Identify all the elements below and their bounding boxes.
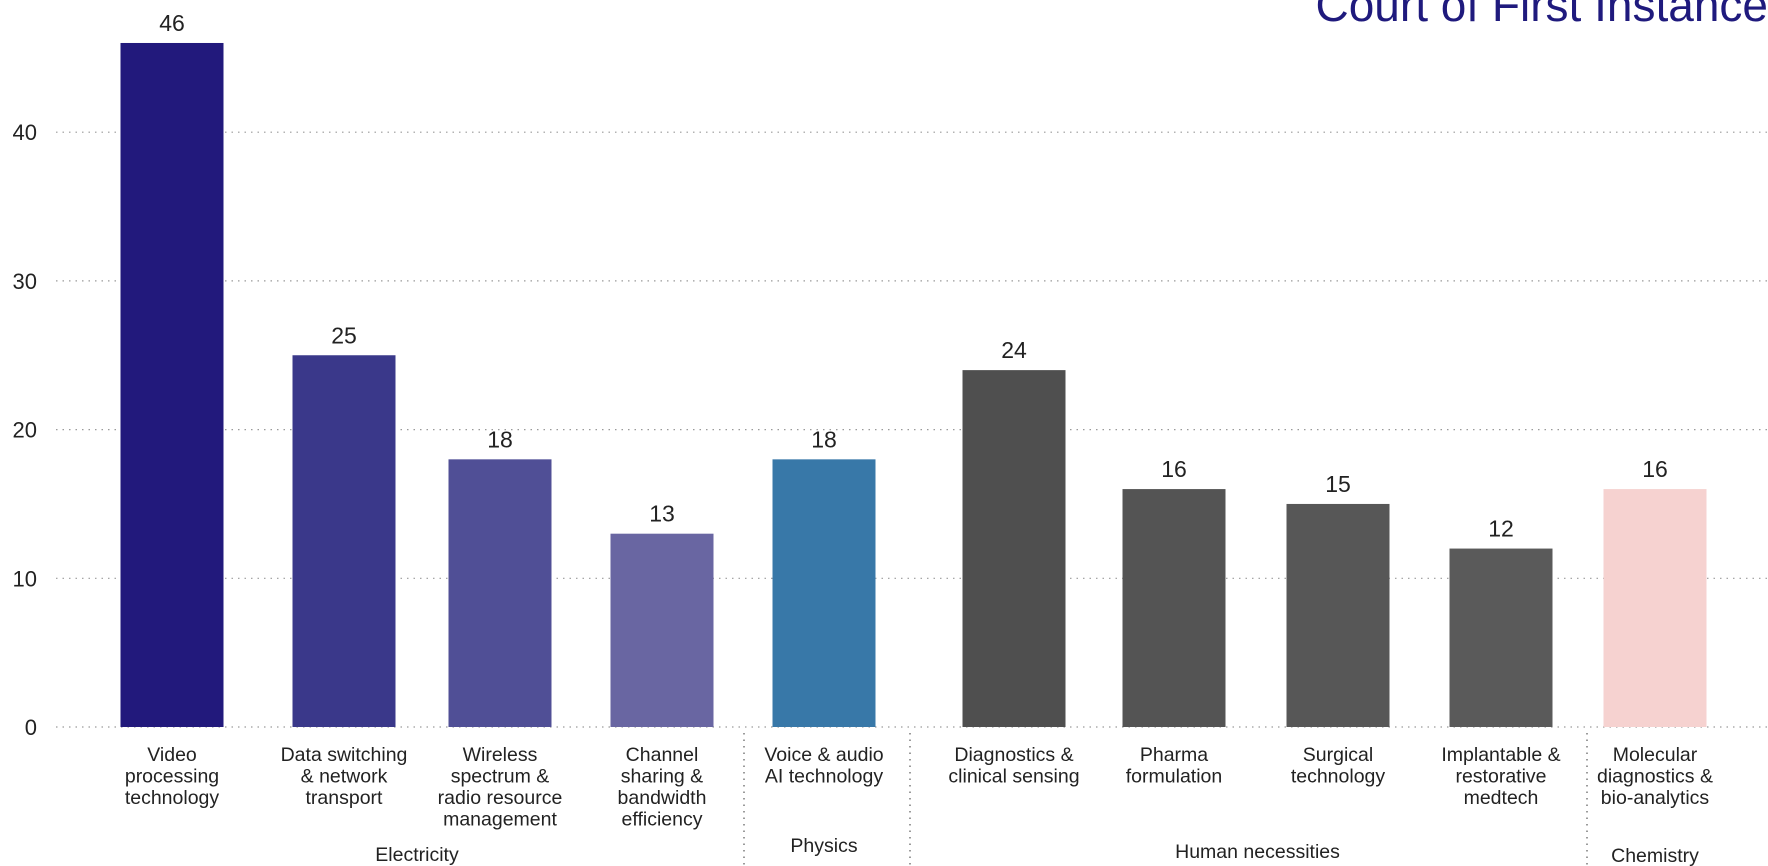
y-tick-label: 30 xyxy=(13,269,37,294)
bar xyxy=(772,459,876,727)
bar-value-label: 46 xyxy=(159,10,185,36)
bar xyxy=(1449,548,1553,727)
bar-value-label: 16 xyxy=(1642,456,1668,482)
bar-value-label: 13 xyxy=(649,501,675,527)
bar-value-label: 24 xyxy=(1001,337,1027,363)
bar-value-label: 18 xyxy=(487,426,513,452)
category-label: Data switching & network transport xyxy=(281,744,408,809)
group-label: Electricity xyxy=(375,844,459,866)
bar-value-label: 18 xyxy=(811,426,837,452)
y-tick-label: 10 xyxy=(13,566,37,591)
group-label: Physics xyxy=(790,835,857,857)
y-tick-label: 20 xyxy=(13,418,37,443)
bar xyxy=(1603,489,1707,727)
bar xyxy=(610,533,714,727)
bar xyxy=(292,355,396,727)
bar xyxy=(448,459,552,727)
bar-value-label: 25 xyxy=(331,322,357,348)
bar xyxy=(962,370,1066,727)
y-tick-label: 0 xyxy=(25,715,37,740)
bar-value-label: 16 xyxy=(1161,456,1187,482)
group-label: Human necessities xyxy=(1175,841,1340,863)
category-label: Implantable & restorative medtech xyxy=(1441,744,1560,809)
category-label: Diagnostics & clinical sensing xyxy=(948,744,1079,788)
category-label: Video processing technology xyxy=(125,744,220,809)
category-label: Pharma formulation xyxy=(1126,744,1222,788)
category-label: Voice & audio AI technology xyxy=(764,744,883,788)
bar xyxy=(1122,489,1226,727)
y-tick-label: 40 xyxy=(13,120,37,145)
chart-title: Court of First Instance xyxy=(1315,0,1768,31)
group-label: Chemistry xyxy=(1611,845,1699,866)
bar-value-label: 15 xyxy=(1325,471,1351,497)
bar-value-label: 12 xyxy=(1488,516,1514,542)
category-label: Surgical technology xyxy=(1291,744,1386,788)
category-label: Molecular diagnostics & bio-analytics xyxy=(1597,744,1713,809)
bar xyxy=(1286,503,1390,727)
bar xyxy=(120,42,224,728)
category-label: Wireless spectrum & radio resource manageme… xyxy=(438,744,563,831)
category-label: Channel sharing & bandwidth efficiency xyxy=(618,744,707,831)
